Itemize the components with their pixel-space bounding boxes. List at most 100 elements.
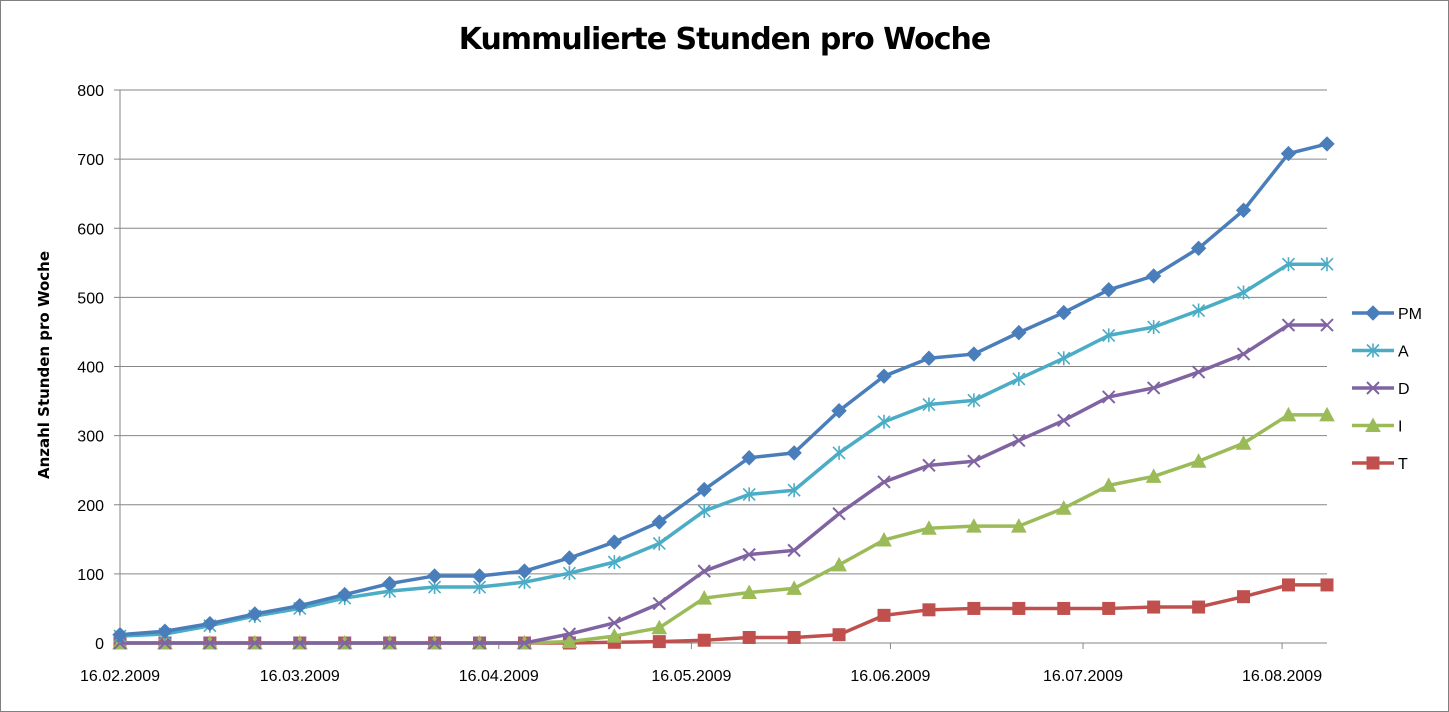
data-point-d <box>742 547 756 562</box>
data-point-t <box>1237 590 1251 604</box>
data-point-i <box>696 590 713 605</box>
data-point-i <box>1319 406 1335 422</box>
series-pm <box>112 136 1335 643</box>
y-tick-label: 0 <box>95 636 104 653</box>
data-point-i <box>1190 453 1207 468</box>
data-point-t <box>1281 578 1295 592</box>
data-point-pm <box>1056 304 1072 321</box>
data-point-pm <box>337 586 353 603</box>
data-point-t <box>697 633 711 647</box>
data-point-pm <box>471 568 488 584</box>
legend-label-d: D <box>1398 381 1410 398</box>
axes: 0 100 200 300 400 500 600 700 800 16.02.2009 16.03… <box>77 83 1327 685</box>
legend-item-i: I <box>1352 417 1402 436</box>
y-tick-label: 400 <box>77 360 104 377</box>
data-point-pm <box>966 346 982 362</box>
series-a <box>113 257 1334 644</box>
data-point-pm <box>157 623 173 639</box>
x-tick-label: 16.02.2009 <box>80 668 160 685</box>
data-point-a <box>1012 371 1026 386</box>
data-point-a <box>1192 303 1206 318</box>
data-point-t <box>787 630 801 644</box>
legend-label-i: I <box>1398 419 1402 436</box>
data-point-d <box>1012 433 1026 448</box>
data-point-a <box>1102 328 1116 343</box>
data-point-pm <box>516 563 533 579</box>
gridlines <box>120 89 1327 575</box>
data-point-a <box>1281 257 1296 272</box>
data-point-pm <box>741 450 757 466</box>
data-point-i <box>831 556 847 572</box>
data-point-i <box>1235 435 1252 450</box>
data-point-a <box>1057 351 1071 366</box>
data-point-a <box>877 414 891 429</box>
data-point-d <box>1146 381 1161 395</box>
data-point-i <box>786 580 802 595</box>
data-point-d <box>652 596 667 611</box>
legend-label-t: T <box>1398 456 1408 473</box>
data-point-a <box>562 566 576 581</box>
x-tick-label: 16.06.2009 <box>850 668 930 685</box>
data-point-pm <box>202 615 218 632</box>
data-point-d <box>1191 365 1206 379</box>
data-point-i <box>1055 500 1072 515</box>
y-tick-label: 200 <box>77 498 104 515</box>
data-point-pm <box>247 606 263 622</box>
data-point-d <box>382 636 397 650</box>
legend-marker-a <box>1366 343 1380 358</box>
data-point-d <box>922 458 936 473</box>
data-point-t <box>877 608 891 622</box>
series-d <box>113 318 1334 650</box>
data-point-d <box>787 543 801 558</box>
data-point-pm <box>381 575 398 592</box>
data-point-a <box>1236 285 1251 300</box>
y-tick-label: 800 <box>77 83 104 100</box>
data-point-i <box>1145 468 1162 483</box>
data-point-t <box>967 601 981 615</box>
legend-item-a: A <box>1352 343 1409 361</box>
data-point-d <box>248 636 262 650</box>
data-point-a <box>1147 320 1161 335</box>
data-point-pm <box>1011 324 1027 341</box>
data-point-pm <box>921 350 937 366</box>
y-tick-label: 100 <box>77 567 104 584</box>
data-point-d <box>607 616 622 630</box>
data-point-pm <box>561 550 578 566</box>
data-point-pm <box>112 626 128 643</box>
data-point-d <box>562 627 577 641</box>
data-point-pm <box>876 368 892 384</box>
data-point-d <box>1281 318 1296 332</box>
data-point-d <box>427 636 442 650</box>
data-point-a <box>922 397 936 412</box>
data-point-a <box>967 393 981 408</box>
data-point-d <box>1057 413 1071 428</box>
data-point-a <box>832 445 846 460</box>
data-point-d <box>1236 347 1251 361</box>
y-tick-label: 500 <box>77 290 104 307</box>
data-point-pm <box>1145 268 1162 284</box>
data-point-pm <box>1101 282 1117 298</box>
x-tick-label: 16.08.2009 <box>1242 668 1322 685</box>
chart-title: Kummulierte Stunden pro Woche <box>458 22 992 57</box>
y-tick-label: 700 <box>77 152 104 169</box>
series-line-t <box>120 583 1327 645</box>
data-point-d <box>293 636 307 650</box>
data-point-d <box>1102 390 1116 404</box>
series-lines <box>112 136 1335 650</box>
y-tick-label: 300 <box>77 429 104 446</box>
legend-label-a: A <box>1398 344 1409 361</box>
legend-item-t: T <box>1352 456 1408 473</box>
data-point-d <box>472 636 487 650</box>
data-point-a <box>607 555 621 570</box>
data-point-d <box>337 636 352 650</box>
data-point-d <box>203 636 217 650</box>
data-point-a <box>652 536 666 551</box>
data-point-pm <box>651 514 668 530</box>
data-point-i <box>651 619 668 635</box>
data-point-a <box>697 503 711 518</box>
data-point-pm <box>831 403 847 419</box>
data-point-pm <box>1190 240 1207 257</box>
data-point-i <box>1010 518 1027 533</box>
